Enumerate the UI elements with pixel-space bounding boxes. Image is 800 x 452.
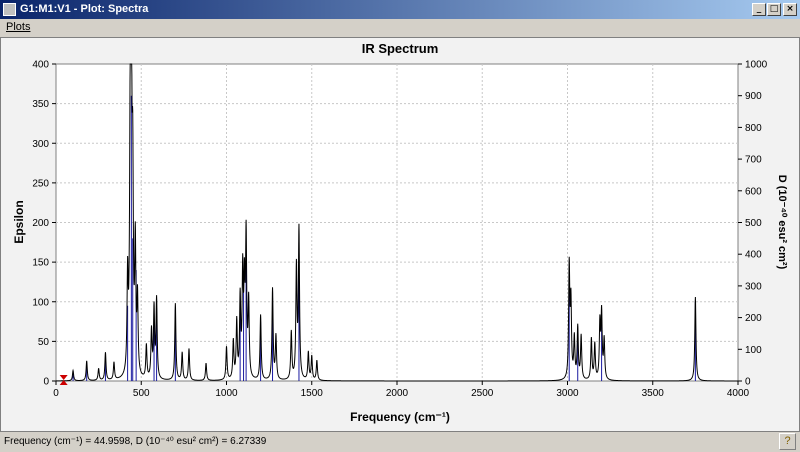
menu-item-plots[interactable]: Plots	[6, 21, 31, 33]
y2-tick-label: 500	[745, 218, 762, 229]
y2-tick-label: 700	[745, 155, 762, 166]
menu-bar: Plots	[0, 19, 800, 37]
y2-axis-label: D (10⁻⁴⁰ esu² cm²)	[776, 175, 788, 270]
x-tick-label: 2000	[386, 388, 409, 399]
y2-tick-label: 1000	[745, 60, 768, 71]
x-tick-label: 2500	[471, 388, 494, 399]
y2-tick-label: 600	[745, 186, 762, 197]
x-axis-label: Frequency (cm⁻¹)	[350, 410, 450, 424]
y-axis-label: Epsilon	[12, 200, 26, 243]
y-axis-ticks: 0 50 100 150 200 250 300 350 400	[32, 60, 56, 388]
y-tick-label: 300	[32, 139, 49, 150]
x-tick-label: 3000	[556, 388, 579, 399]
help-icon[interactable]: ?	[779, 433, 796, 450]
close-button[interactable]: ×	[783, 3, 797, 16]
chart-title: IR Spectrum	[362, 41, 439, 56]
x-tick-label: 500	[133, 388, 150, 399]
maximize-button[interactable]: □	[767, 3, 781, 16]
y2-axis-ticks: 0 100 200 300 400 500 600 700 800 900 1000	[738, 60, 768, 388]
cursor-marker[interactable]	[59, 375, 68, 385]
window-title-bar[interactable]: G1:M1:V1 - Plot: Spectra _ □ ×	[0, 0, 800, 19]
y-tick-label: 350	[32, 99, 49, 110]
x-tick-label: 0	[53, 388, 59, 399]
y-tick-label: 150	[32, 258, 49, 269]
y2-tick-label: 400	[745, 250, 762, 261]
status-bar: Frequency (cm⁻¹) = 44.9598, D (10⁻⁴⁰ esu…	[0, 432, 800, 452]
y2-tick-label: 100	[745, 345, 762, 356]
minimize-button[interactable]: _	[752, 3, 766, 16]
y2-tick-label: 200	[745, 313, 762, 324]
x-tick-label: 4000	[727, 388, 750, 399]
x-axis-ticks: 0 500 1000 1500 2000 2500 3000 3500 4000	[53, 381, 750, 399]
plot-window: IR Spectrum 0 500 1000 1500 2000 2500 3000 3500…	[0, 37, 800, 432]
ir-spectrum-chart[interactable]: IR Spectrum 0 500 1000 1500 2000 2500 3000 3500…	[1, 38, 799, 431]
app-icon	[3, 3, 16, 16]
y-tick-label: 250	[32, 178, 49, 189]
window-title: G1:M1:V1 - Plot: Spectra	[20, 3, 149, 15]
x-tick-label: 1000	[215, 388, 238, 399]
y2-tick-label: 300	[745, 281, 762, 292]
y-tick-label: 100	[32, 297, 49, 308]
y-tick-label: 200	[32, 218, 49, 229]
y-tick-label: 50	[38, 337, 50, 348]
x-tick-label: 1500	[301, 388, 324, 399]
y-tick-label: 400	[32, 60, 49, 71]
y2-tick-label: 0	[745, 377, 751, 388]
y2-tick-label: 900	[745, 91, 762, 102]
x-tick-label: 3500	[642, 388, 665, 399]
gridlines	[56, 64, 738, 381]
y-tick-label: 0	[43, 377, 49, 388]
status-text: Frequency (cm⁻¹) = 44.9598, D (10⁻⁴⁰ esu…	[4, 436, 267, 447]
y2-tick-label: 800	[745, 123, 762, 134]
spectrum-line	[56, 63, 738, 382]
